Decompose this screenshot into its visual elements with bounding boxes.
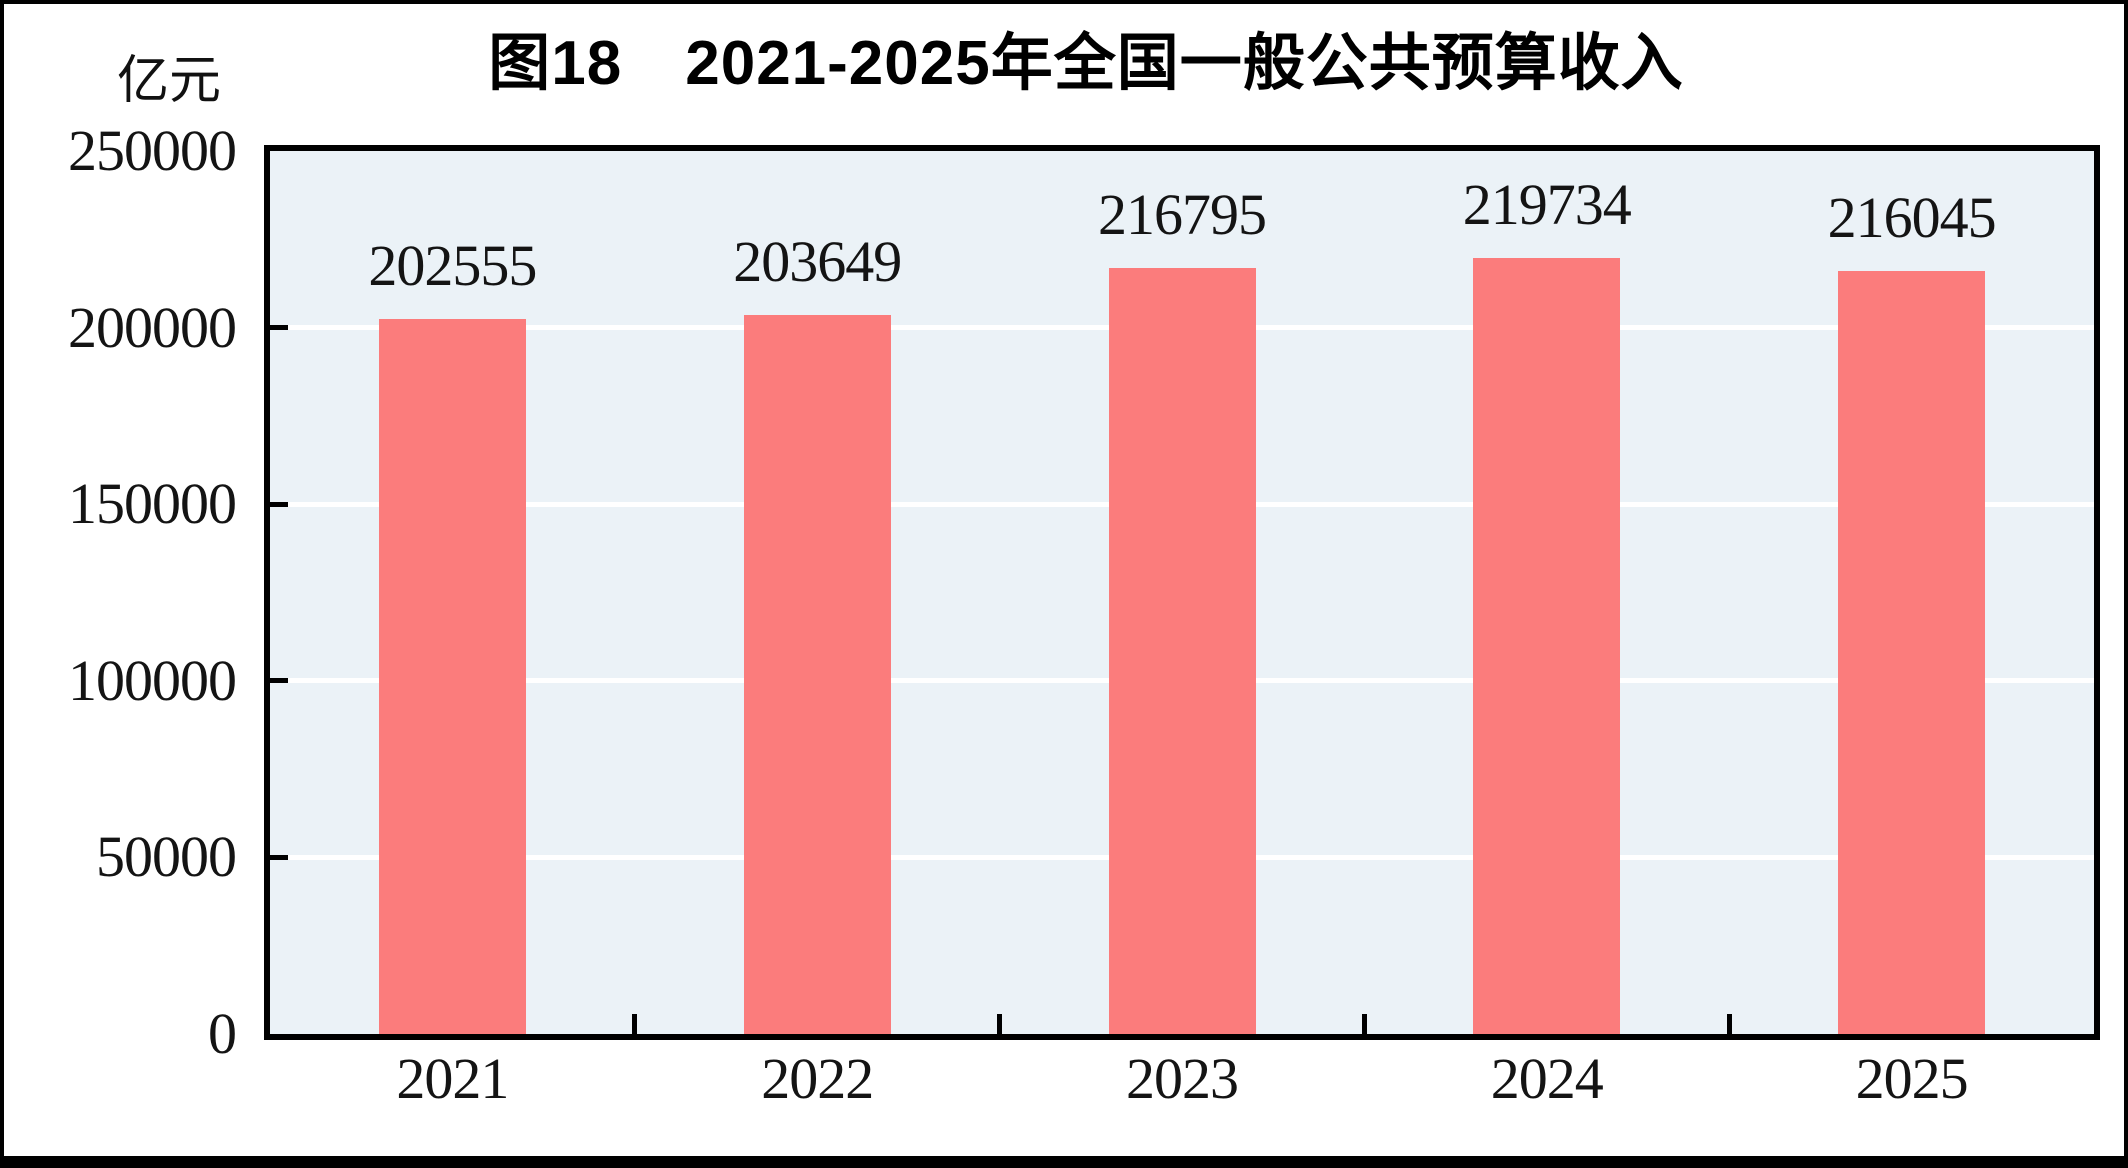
x-axis-tick bbox=[1726, 1014, 1732, 1034]
bar-value-label: 216795 bbox=[1098, 182, 1267, 248]
bar-2025 bbox=[1838, 270, 1986, 1034]
y-axis-tick bbox=[270, 501, 288, 507]
y-axis-tick bbox=[270, 325, 288, 331]
y-axis-tick-labels: 0 50000 100000 150000 200000 250000 bbox=[4, 4, 237, 1168]
plot-area: 202555 203649 216795 219734 216045 bbox=[270, 151, 2094, 1034]
x-axis-tick-labels: 2021 2022 2023 2024 2025 bbox=[270, 1050, 2094, 1120]
y-axis-tick bbox=[270, 854, 288, 860]
bar-2021 bbox=[378, 318, 526, 1034]
bar-2024 bbox=[1473, 257, 1621, 1034]
x-tick-label: 2023 bbox=[1126, 1046, 1239, 1111]
y-tick-label: 0 bbox=[208, 1001, 237, 1066]
bar-value-label: 216045 bbox=[1827, 184, 1997, 250]
x-axis-tick bbox=[997, 1014, 1003, 1034]
y-tick-label: 200000 bbox=[68, 294, 237, 360]
chart-title: 图18 2021-2025年全国一般公共预算收入 bbox=[488, 29, 1684, 98]
y-axis-unit-label: 亿元 bbox=[117, 53, 222, 110]
bottom-border-rule bbox=[4, 1156, 2124, 1168]
x-tick-label: 2024 bbox=[1490, 1046, 1604, 1111]
y-tick-label: 50000 bbox=[96, 824, 237, 890]
y-tick-label: 150000 bbox=[68, 471, 237, 537]
plot-area-frame: 202555 203649 216795 219734 216045 bbox=[264, 145, 2100, 1040]
x-axis-tick bbox=[1361, 1014, 1367, 1034]
y-axis-tick bbox=[270, 678, 288, 684]
x-tick-label: 2022 bbox=[761, 1046, 874, 1111]
bar-value-label: 202555 bbox=[368, 232, 537, 298]
y-tick-label: 100000 bbox=[68, 647, 237, 713]
x-tick-label: 2025 bbox=[1855, 1046, 1969, 1111]
x-tick-label: 2021 bbox=[396, 1046, 509, 1111]
bar-value-label: 219734 bbox=[1462, 171, 1632, 237]
y-tick-label: 250000 bbox=[68, 118, 237, 183]
bar-2022 bbox=[743, 314, 891, 1034]
x-axis-tick bbox=[632, 1014, 638, 1034]
bar-value-label: 203649 bbox=[733, 228, 902, 294]
bar-2023 bbox=[1108, 268, 1256, 1034]
